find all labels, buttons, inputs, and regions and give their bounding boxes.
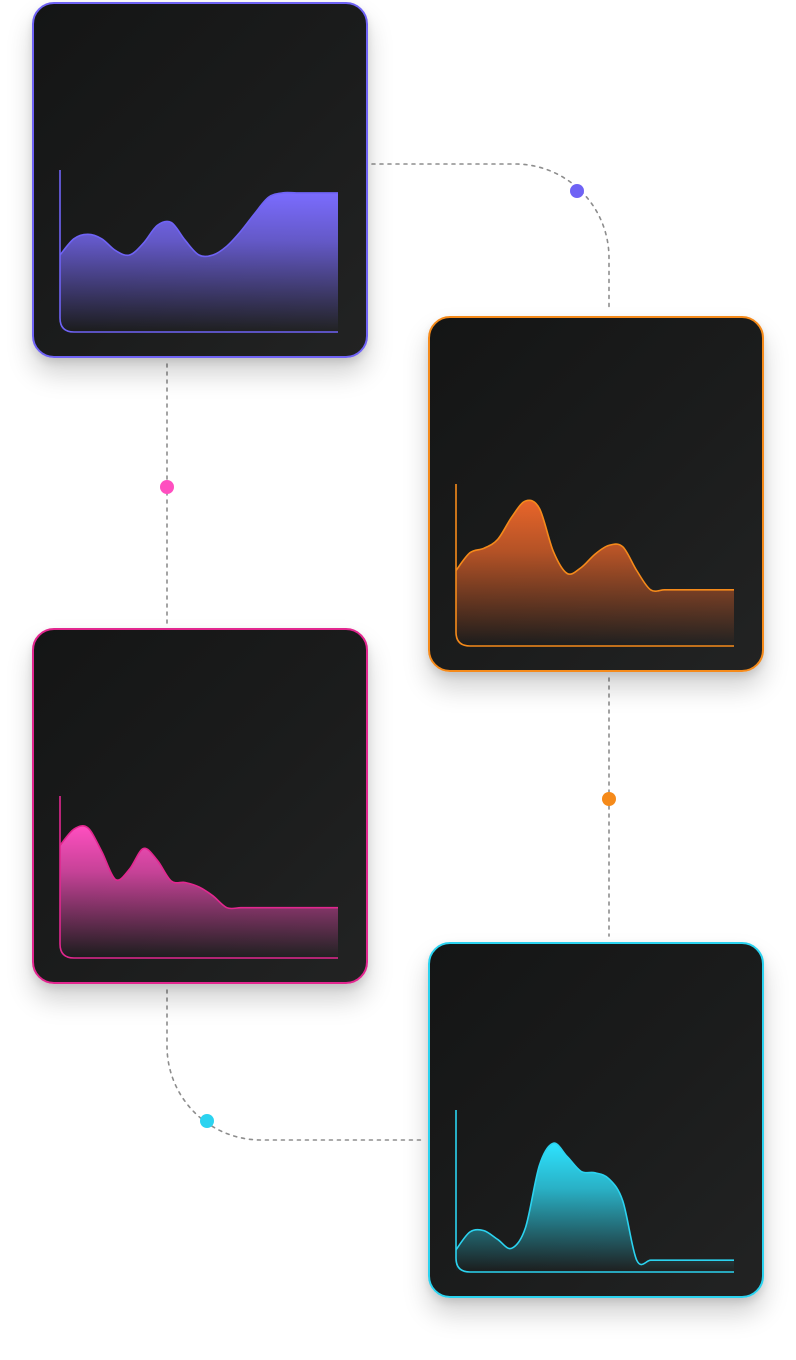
chart-axes-purple [59,170,338,333]
series-line-purple [59,191,338,258]
connector-dot-cyan [200,1114,214,1128]
series-line-pink [59,825,338,910]
area-fill-orange [456,500,734,646]
area-chart-orange [455,484,734,647]
chart-axes-orange [455,484,734,647]
chart-card-orange [428,316,764,672]
chart-card-pink [32,628,368,984]
series-line-cyan [455,1142,734,1266]
area-chart-pink [59,796,338,959]
chart-card-purple [32,2,368,358]
connector-dot-orange [602,792,616,806]
area-fill-pink [60,825,338,958]
area-chart-cyan [455,1110,734,1273]
connector-dot-purple [570,184,584,198]
chart-card-cyan [428,942,764,1298]
connector-line-4 [166,989,423,1141]
area-chart-purple [59,170,338,333]
area-fill-purple [60,192,338,332]
connector-dot-pink [160,480,174,494]
area-fill-cyan [456,1143,734,1272]
chart-axes-pink [59,796,338,959]
series-line-orange [455,499,734,593]
chart-axes-cyan [455,1110,734,1273]
